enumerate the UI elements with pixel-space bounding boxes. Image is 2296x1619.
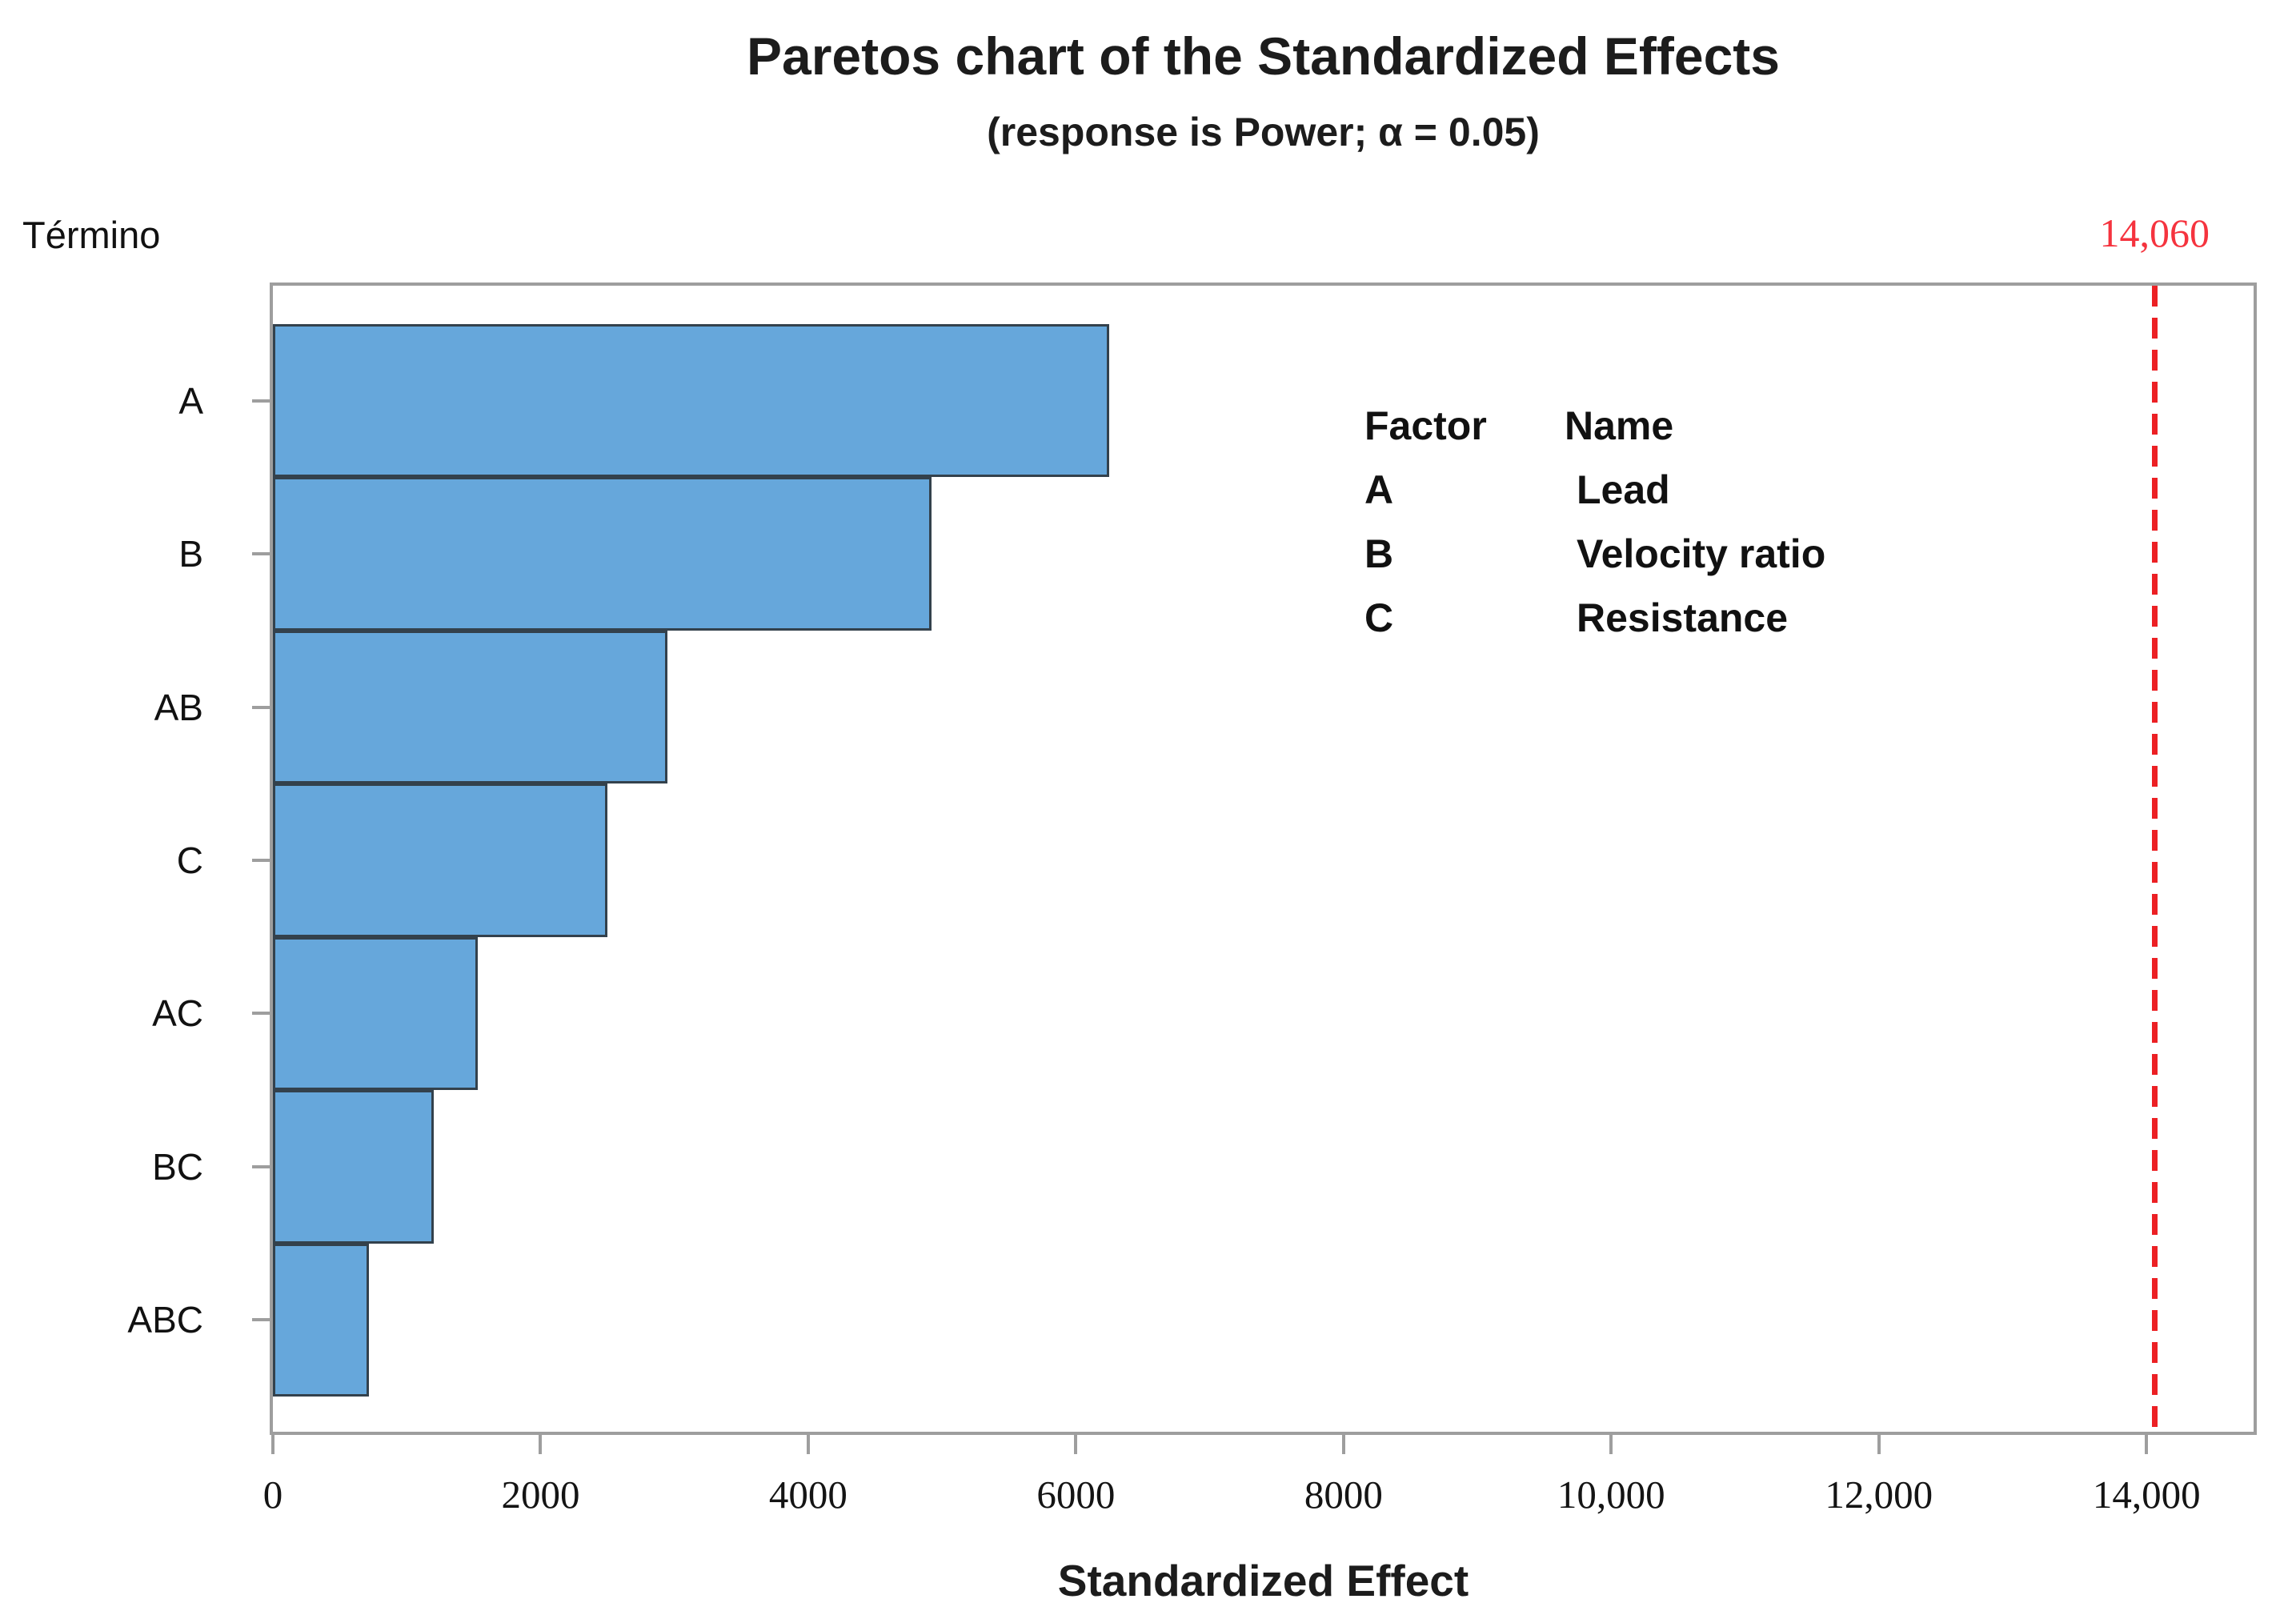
legend-name-B: Velocity ratio — [1577, 531, 1826, 576]
category-label-ABC: ABC — [127, 1299, 203, 1341]
category-label-BC: BC — [152, 1145, 203, 1188]
bar-A — [273, 324, 1110, 478]
category-label-AC: AC — [152, 992, 203, 1035]
x-tick-label-2000: 2000 — [501, 1473, 580, 1517]
legend-name-A: Lead — [1577, 467, 1670, 512]
legend-row-C: C Resistance — [1364, 586, 1825, 650]
y-tick-C — [252, 859, 270, 862]
y-tick-ABC — [252, 1318, 270, 1322]
y-tick-B — [252, 552, 270, 556]
legend: Factor Name A Lead B Velocity ratio C Resistanc… — [1364, 394, 1825, 650]
y-axis-title: Término — [22, 214, 161, 256]
x-tick-label-14000: 14,000 — [2092, 1473, 2201, 1517]
y-tick-AB — [252, 705, 270, 709]
legend-factor-A: A — [1364, 467, 1394, 512]
x-tick-12000 — [1877, 1433, 1881, 1454]
plot-area — [270, 283, 2257, 1435]
x-tick-label-4000: 4000 — [768, 1473, 847, 1517]
x-tick-8000 — [1341, 1433, 1345, 1454]
x-tick-0 — [271, 1433, 274, 1454]
bar-B — [273, 477, 932, 631]
bar-C — [273, 783, 608, 937]
x-tick-4000 — [806, 1433, 810, 1454]
legend-factor-C: C — [1364, 595, 1394, 640]
category-label-B: B — [178, 533, 203, 575]
legend-row-A: A Lead — [1364, 458, 1825, 522]
legend-header-name: Name — [1565, 403, 1674, 448]
legend-factor-B: B — [1364, 531, 1394, 576]
x-tick-label-6000: 6000 — [1036, 1473, 1116, 1517]
legend-header-factor: Factor — [1364, 403, 1487, 448]
y-tick-BC — [252, 1164, 270, 1168]
x-tick-10000 — [1609, 1433, 1613, 1454]
x-tick-label-10000: 10,000 — [1557, 1473, 1665, 1517]
reference-line-label: 14,060 — [2099, 210, 2210, 255]
y-tick-AC — [252, 1012, 270, 1016]
reference-line — [2152, 286, 2158, 1432]
y-tick-A — [252, 399, 270, 403]
bar-ABC — [273, 1243, 369, 1397]
bar-AB — [273, 630, 668, 784]
x-tick-label-12000: 12,000 — [1825, 1473, 1933, 1517]
category-label-AB: AB — [154, 686, 203, 728]
category-label-C: C — [176, 840, 203, 881]
bar-BC — [273, 1090, 434, 1244]
x-tick-label-8000: 8000 — [1304, 1473, 1383, 1517]
legend-row-B: B Velocity ratio — [1364, 522, 1825, 586]
x-tick-label-0: 0 — [262, 1473, 283, 1517]
bar-AC — [273, 936, 478, 1091]
x-tick-14000 — [2145, 1433, 2149, 1454]
legend-header-row: Factor Name — [1364, 394, 1825, 458]
x-tick-6000 — [1074, 1433, 1078, 1454]
x-tick-2000 — [539, 1433, 543, 1454]
x-axis-title: Standardized Effect — [1057, 1556, 1469, 1605]
legend-name-C: Resistance — [1577, 595, 1789, 640]
chart-subtitle: (response is Power; α = 0.05) — [987, 110, 1540, 154]
category-label-A: A — [178, 379, 203, 422]
chart-title: Paretos chart of the Standardized Effect… — [747, 26, 1780, 86]
